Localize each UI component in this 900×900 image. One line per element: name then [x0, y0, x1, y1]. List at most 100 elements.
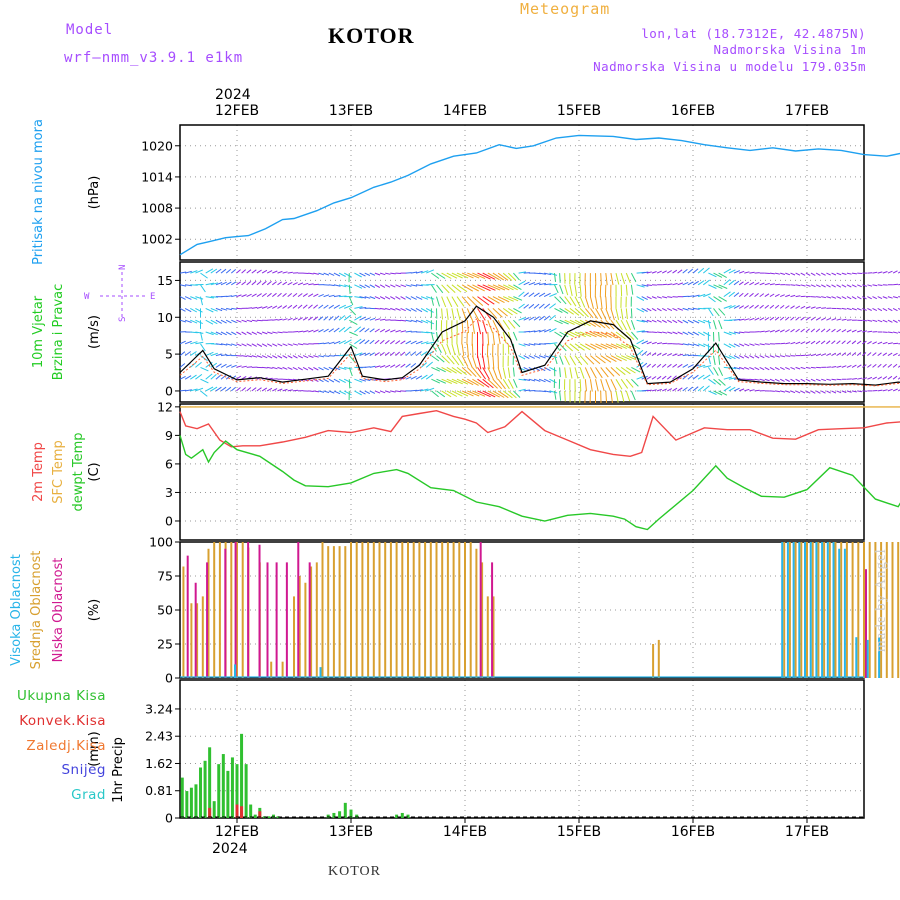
wind-barb — [502, 319, 511, 330]
wind-barb — [600, 355, 612, 363]
wind-barb — [533, 329, 541, 333]
wind-barb — [210, 307, 218, 312]
precip-bar — [244, 764, 248, 818]
wind-barb — [179, 363, 186, 368]
wind-barb — [477, 284, 491, 292]
wind-barb — [354, 378, 363, 383]
wind-barb — [600, 379, 605, 392]
wind-barb — [241, 269, 247, 274]
wind-barb — [579, 379, 582, 392]
wind-barb — [297, 317, 303, 321]
wind-barb — [641, 319, 649, 323]
wind-barb — [420, 374, 428, 380]
wind-axis-label: Brzina i Pravac — [51, 284, 66, 381]
wind-barb — [610, 331, 622, 340]
wind-barb — [466, 355, 473, 368]
wind-barb — [887, 296, 893, 299]
wind-barb — [420, 388, 429, 392]
top-date-axis: 12FEB 13FEB 14FEB 15FEB 16FEB 17FEB — [215, 103, 829, 119]
wind-barb — [179, 271, 187, 274]
wind-barb — [344, 284, 353, 288]
wind-barb — [220, 307, 228, 311]
wind-barb — [810, 328, 816, 333]
wind-barb — [425, 319, 435, 325]
wind-barb — [569, 308, 580, 316]
wind-barb — [441, 272, 452, 279]
wind-barb — [410, 284, 418, 287]
wind-barb — [190, 296, 198, 300]
wind-barb — [754, 355, 760, 359]
wind-barb — [887, 270, 893, 274]
wind-barb — [867, 330, 873, 333]
wind-barb — [744, 355, 750, 359]
wind-barb — [810, 316, 816, 321]
wind-barb — [625, 284, 628, 296]
wind-barb — [308, 272, 314, 275]
wind-barb — [564, 331, 575, 338]
bottom-date-label: 12FEB — [215, 824, 259, 840]
top-date-label: 13FEB — [329, 103, 373, 119]
wind-barb — [897, 319, 900, 322]
wind-barb — [523, 355, 530, 359]
wind-barb — [559, 296, 567, 305]
wind-barb — [507, 378, 514, 389]
wind-barb — [477, 378, 490, 388]
wind-barb — [631, 331, 639, 340]
wind-barb — [744, 388, 750, 392]
wind-barb — [841, 272, 847, 275]
wind-barb — [749, 366, 755, 370]
wind-barb — [805, 378, 811, 382]
wind-barb — [225, 364, 232, 368]
wind-barb — [246, 319, 253, 323]
wind-barb — [374, 339, 380, 345]
wind-axis-label: 10m Vjetar — [31, 295, 46, 368]
wind-barb — [328, 294, 335, 298]
wind-barb — [210, 319, 218, 325]
wind-barb — [492, 331, 495, 346]
wind-barb — [867, 352, 872, 356]
wind-barb — [841, 307, 847, 310]
wind-barb — [589, 367, 597, 379]
wind-barb — [251, 343, 257, 347]
wind-barb — [790, 272, 796, 276]
pressure-line — [179, 134, 900, 256]
wind-barb — [579, 284, 582, 297]
wind-barb — [718, 308, 726, 316]
wind-barb — [846, 284, 852, 288]
wind-barb — [390, 390, 396, 393]
wind-barb — [549, 390, 558, 394]
wind-barb — [697, 331, 705, 337]
wind-barb — [539, 272, 546, 275]
wind-barb — [615, 343, 628, 350]
wind-barb — [277, 318, 283, 321]
wind-barb — [497, 272, 509, 281]
convective-bar — [240, 806, 244, 818]
wind-barb — [379, 272, 386, 276]
convective-bar — [235, 804, 239, 818]
wind-barb — [518, 291, 525, 297]
wind-barb — [313, 283, 319, 286]
wind-barb — [800, 328, 805, 333]
wind-barb — [851, 272, 857, 275]
wind-barb — [195, 373, 203, 380]
wind-barb — [384, 329, 391, 333]
wind-barb — [513, 307, 522, 314]
wind-barb — [323, 294, 330, 298]
wind-barb — [287, 304, 293, 309]
wind-barb — [631, 378, 639, 387]
wind-barb — [205, 268, 214, 274]
wind-barb — [816, 296, 821, 298]
wind-barb — [415, 375, 423, 380]
wind-barb — [892, 352, 898, 357]
wind-barb — [605, 296, 608, 309]
wind-barb — [574, 284, 578, 297]
wind-barb — [677, 319, 683, 324]
wind-barb — [287, 293, 293, 297]
wind-barb — [461, 355, 469, 367]
wind-barb — [610, 273, 614, 286]
wind-barb — [390, 272, 396, 275]
wind-barb — [851, 390, 857, 393]
wind-barb — [805, 306, 811, 309]
wind-barb — [184, 351, 191, 357]
panel-frame — [179, 541, 865, 679]
